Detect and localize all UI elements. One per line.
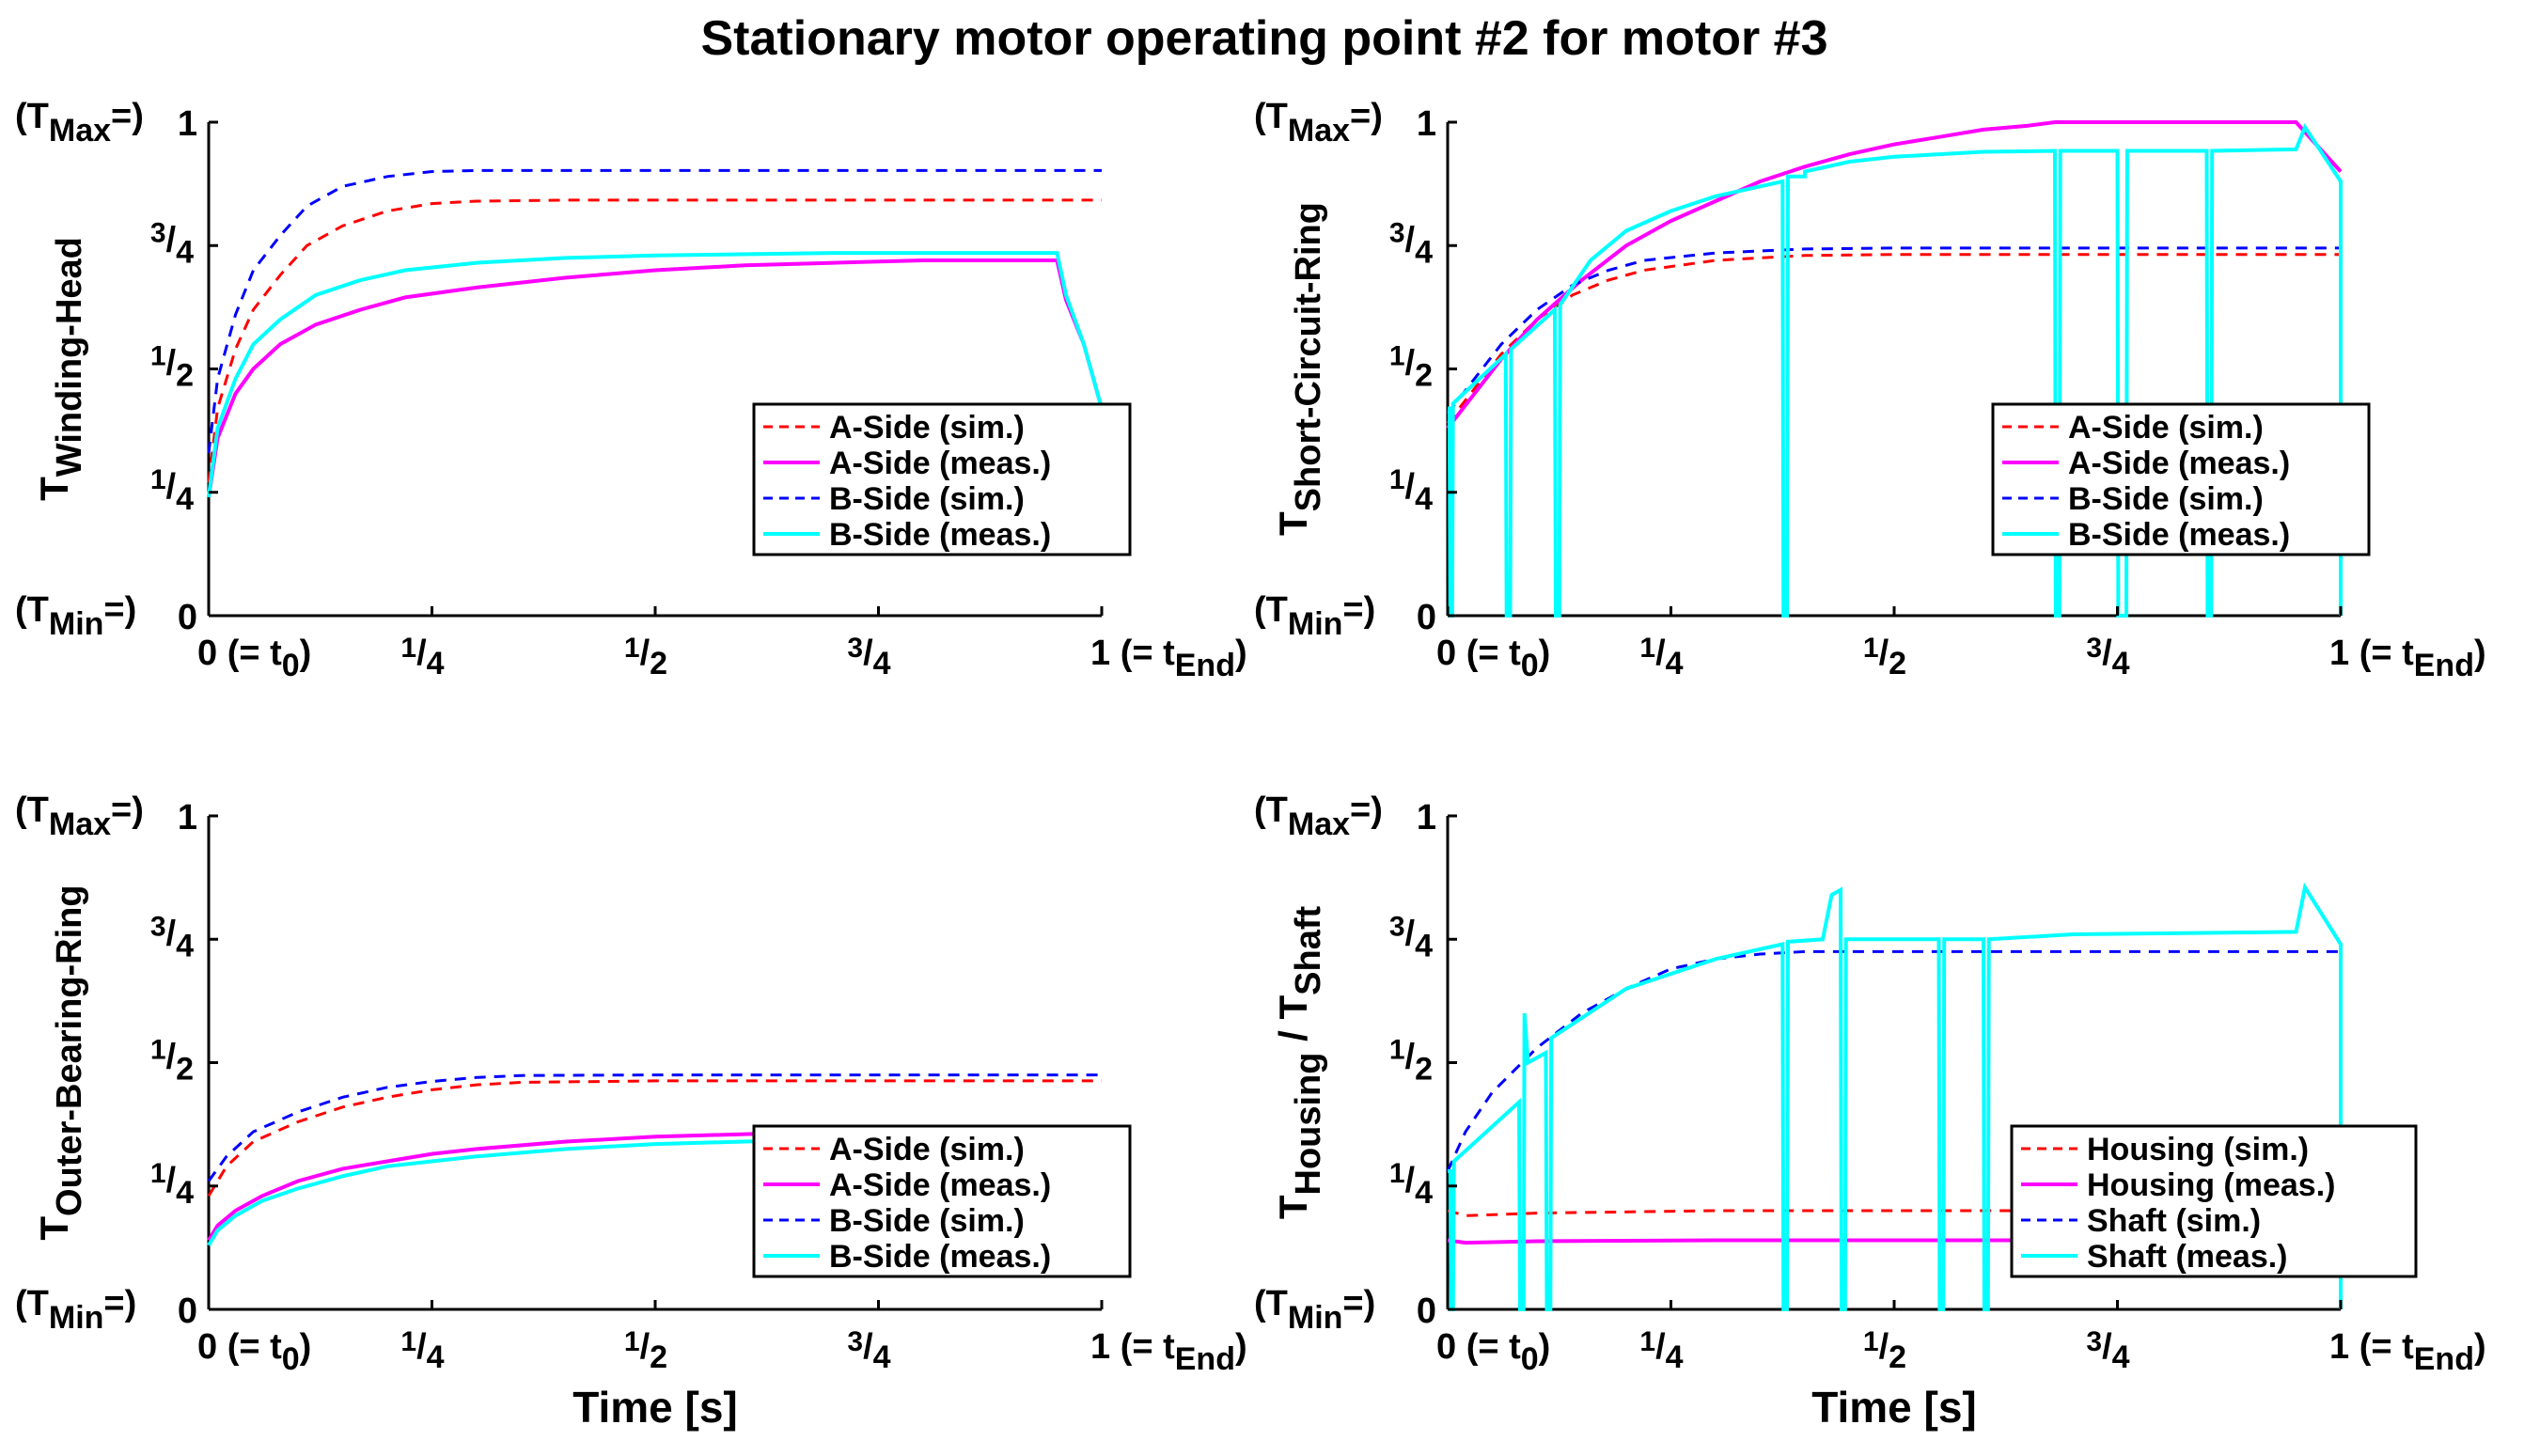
panel-housing-shaft: 0 (= t0) 1/4 1/2 3/4 1 (= tEnd) 0 (TMin=) 1/4 1/… [1254,791,2486,1432]
legend-entry: B-Side (meas.) [829,517,1051,553]
y-tick-label: 0 [1417,1292,1436,1331]
x-tick-label: 0 (= t0) [1436,1327,1550,1377]
legend-entry: B-Side (meas.) [829,1239,1051,1275]
x-tick-label: 3/4 [847,1326,890,1375]
x-tick-label: 1/2 [624,1326,667,1375]
legend-entry: A-Side (sim.) [829,1132,1025,1167]
legend-entry: A-Side (meas.) [829,446,1051,481]
x-tick-label: 1 (= tEnd) [2329,1327,2486,1377]
legend-entry: B-Side (meas.) [2068,517,2290,553]
legend-entry: Shaft (meas.) [2087,1239,2288,1275]
x-axis-label: Time [s] [572,1383,738,1432]
y-axis-label: TWinding-Head [32,237,89,501]
legend-entry: B-Side (sim.) [829,481,1025,517]
legend-entry: A-Side (meas.) [829,1167,1051,1203]
y-tick-label: 0 [178,1292,197,1331]
y-tick-label: 3/4 [150,217,194,270]
series-line-shaft-meas [1448,882,2343,1311]
series-line-b-side-sim [1446,246,2341,415]
series-line-a-side-sim [207,198,1102,483]
panel-short-circuit-ring: 0 (= t0) 1/4 1/2 3/4 1 (= tEnd) 0 (TMin=) 1/4 1/… [1254,97,2486,683]
y-tick-label: 1/2 [1389,1035,1433,1088]
y-axis-label: THousing / TShaft [1271,905,1328,1219]
series-line-a-side-meas [1446,120,2343,430]
legend-entry: Housing (sim.) [2087,1132,2309,1167]
y-tick-label: 1 [178,798,197,838]
x-axis-label: Time [s] [1811,1383,1977,1432]
legend: A-Side (sim.)A-Side (meas.)B-Side (sim.)… [752,1124,1132,1278]
x-tick-label: 1/4 [1639,633,1683,681]
x-tick-label: 3/4 [2086,633,2129,681]
x-tick-label: 1/4 [400,1326,444,1375]
y-bound-label: (TMin=) [1254,590,1375,642]
y-bound-label: (TMax=) [15,97,144,149]
y-bound-label: (TMax=) [1254,791,1383,842]
y-tick-label: 1/2 [150,341,194,394]
x-tick-label: 3/4 [2086,1326,2129,1375]
legend-entry: Housing (meas.) [2087,1167,2335,1203]
y-axis-label: TShort-Circuit-Ring [1271,202,1328,536]
x-tick-label: 1 (= tEnd) [1090,1327,1247,1377]
y-tick-label: 0 [1417,598,1436,637]
x-tick-label: 1/4 [400,633,444,681]
y-tick-label: 1 [1417,104,1436,144]
x-tick-label: 1/4 [1639,1326,1683,1375]
y-tick-label: 1 [1417,798,1436,838]
y-axis-label: TOuter-Bearing-Ring [32,885,89,1240]
legend-box [2010,1124,2418,1278]
y-bound-label: (TMax=) [15,791,144,842]
legend-box [752,402,1132,556]
legend-entry: B-Side (sim.) [2068,481,2264,517]
legend-box [1991,402,2371,556]
legend-entry: Shaft (sim.) [2087,1203,2261,1239]
y-tick-label: 1/4 [1389,464,1433,517]
y-bound-label: (TMax=) [1254,97,1383,149]
y-tick-label: 1/4 [150,464,194,517]
series-line-a-side-sim [1446,253,2341,425]
x-tick-label: 1/2 [1863,1326,1906,1375]
x-tick-label: 1 (= tEnd) [1090,634,1247,683]
y-tick-label: 1/2 [1389,341,1433,394]
x-tick-label: 3/4 [847,633,890,681]
x-tick-label: 0 (= t0) [197,634,311,683]
legend-entry: A-Side (meas.) [2068,446,2290,481]
y-bound-label: (TMin=) [15,1284,136,1336]
legend-entry: A-Side (sim.) [829,410,1025,446]
x-tick-label: 0 (= t0) [197,1327,311,1377]
y-tick-label: 3/4 [150,911,194,963]
legend-entry: A-Side (sim.) [2068,410,2264,446]
x-tick-label: 1/2 [1863,633,1906,681]
y-tick-label: 1/2 [150,1035,194,1088]
y-bound-label: (TMin=) [1254,1284,1375,1336]
y-bound-label: (TMin=) [15,590,136,642]
series-line-b-side-sim [207,168,1102,453]
x-tick-label: 1 (= tEnd) [2329,634,2486,683]
y-tick-label: 1/4 [150,1158,194,1211]
legend: A-Side (sim.)A-Side (meas.)B-Side (sim.)… [1991,402,2371,556]
y-tick-label: 0 [178,598,197,637]
series-line-b-side-sim [207,1073,1102,1182]
series-line-b-side-meas [1447,123,2343,618]
series-line-shaft-sim [1446,949,2341,1172]
legend: A-Side (sim.)A-Side (meas.)B-Side (sim.)… [752,402,1132,556]
x-tick-label: 1/2 [624,633,667,681]
y-tick-label: 1/4 [1389,1158,1433,1211]
y-tick-label: 3/4 [1389,217,1433,270]
panel-winding-head: 0 (= t0) 1/4 1/2 3/4 1 (= tEnd) 0 (TMin=) 1/4 1/… [15,97,1247,683]
series-line-b-side-meas [207,251,1104,498]
panel-outer-bearing-ring: 0 (= t0) 1/4 1/2 3/4 1 (= tEnd) 0 (TMin=) 1/4 1/… [15,791,1247,1432]
y-tick-label: 3/4 [1389,911,1433,963]
figure-title: Stationary motor operating point #2 for … [701,11,1828,66]
legend-entry: B-Side (sim.) [829,1203,1025,1239]
y-tick-label: 1 [178,104,197,144]
legend: Housing (sim.)Housing (meas.)Shaft (sim.… [2010,1124,2418,1278]
legend-box [752,1124,1132,1278]
x-tick-label: 0 (= t0) [1436,634,1550,683]
